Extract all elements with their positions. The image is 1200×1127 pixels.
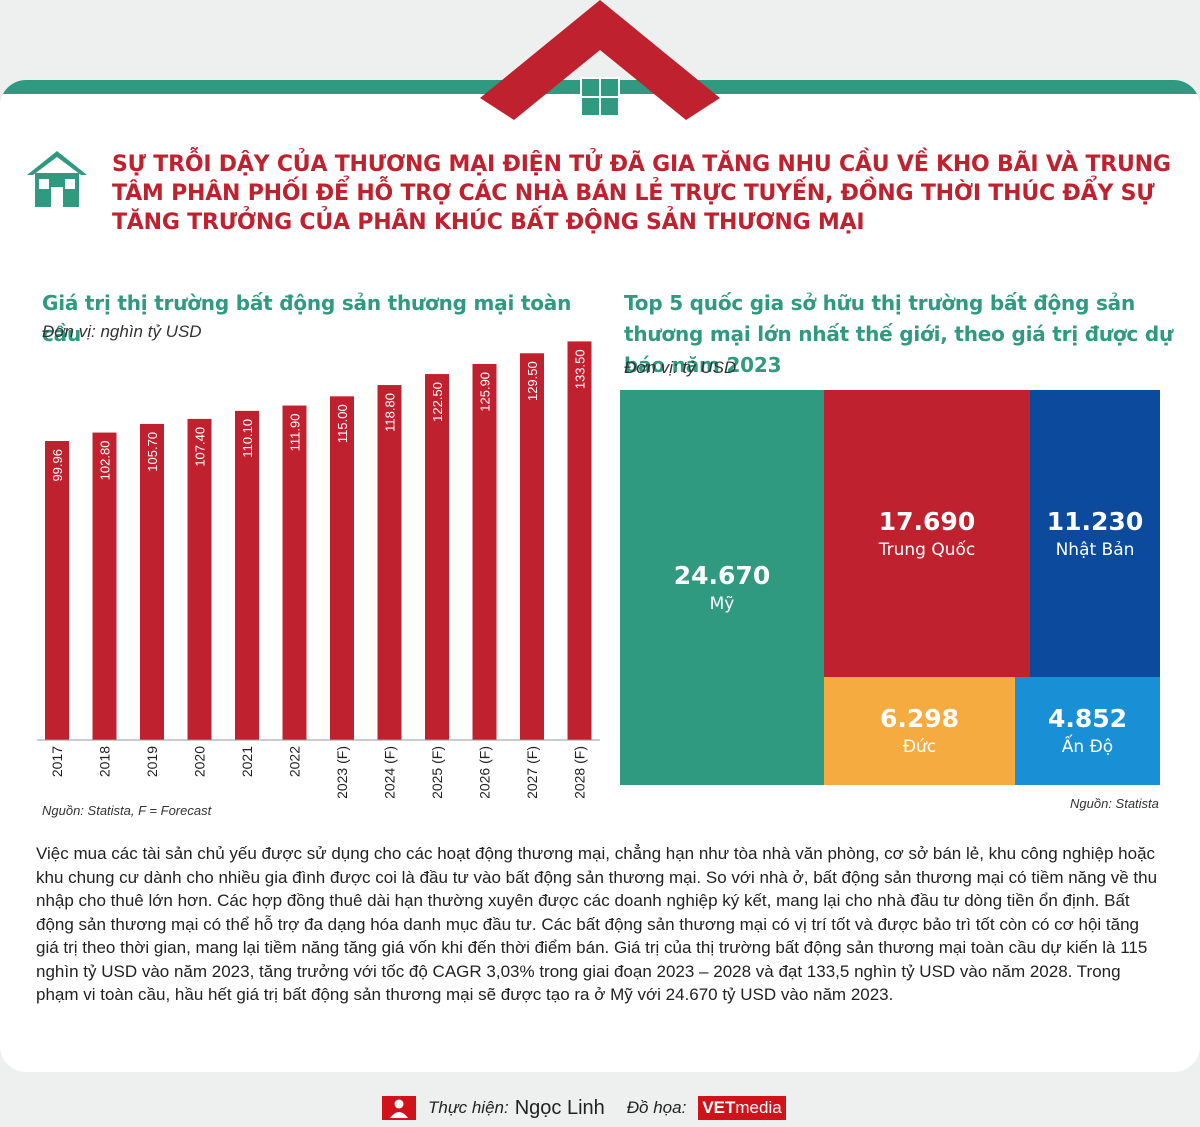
bar <box>140 423 164 740</box>
bar-value-label: 107.40 <box>193 427 208 467</box>
x-tick-label: 2027 (F) <box>524 746 540 799</box>
x-tick-label: 2019 <box>144 746 160 777</box>
window-pane <box>582 98 599 115</box>
bar-value-label: 105.70 <box>145 432 160 472</box>
vetmedia-logo: VETmedia <box>698 1096 786 1120</box>
cell-name: Trung Quốc <box>878 539 976 560</box>
bar-value-label: 99.96 <box>50 449 65 482</box>
x-tick-label: 2028 (F) <box>572 746 588 799</box>
bar-chart-source: Nguồn: Statista, F = Forecast <box>42 803 212 818</box>
design-label: Đồ họa: <box>626 1098 687 1117</box>
bar-value-label: 111.90 <box>288 414 303 452</box>
treemap-cell-duc: 6.298 Đức <box>824 677 1015 785</box>
bar-value-label: 133.50 <box>573 349 588 389</box>
bar <box>425 374 449 740</box>
treemap-chart: 24.670 Mỹ 17.690 Trung Quốc 11.230 Nhật … <box>620 390 1160 785</box>
treemap-source: Nguồn: Statista <box>1070 796 1159 811</box>
cell-value: 24.670 <box>673 560 771 590</box>
x-tick-label: 2018 <box>97 746 113 777</box>
bar-value-label: 129.50 <box>525 361 540 401</box>
cell-name: Đức <box>902 737 937 757</box>
bar-chart-title: Giá trị thị trường bất động sản thương m… <box>42 291 572 346</box>
body-paragraph: Việc mua các tài sản chủ yếu được sử dụn… <box>36 844 1158 1004</box>
bar-value-label: 115.00 <box>335 404 350 443</box>
x-tick-label: 2022 <box>287 746 303 777</box>
x-tick-label: 2017 <box>49 746 65 777</box>
headline: SỰ TRỖI DẬY CỦA THƯƠNG MẠI ĐIỆN TỬ ĐÃ GI… <box>112 152 1171 235</box>
bar <box>235 410 259 740</box>
treemap-cell-trung-quoc: 17.690 Trung Quốc <box>824 390 1030 677</box>
cell-value: 17.690 <box>878 506 976 536</box>
bar <box>377 385 402 740</box>
window-pane <box>601 79 618 96</box>
bar <box>472 363 497 740</box>
cell-value: 11.230 <box>1046 506 1144 536</box>
bar-value-label: 122.50 <box>430 382 445 422</box>
footer: Thực hiện: Ngọc Linh Đồ họa: VETmedia <box>382 1096 786 1120</box>
bar-value-label: 102.80 <box>98 441 113 481</box>
roof-shape <box>480 0 720 120</box>
bar <box>187 418 212 740</box>
author-icon <box>382 1096 416 1120</box>
bar-chart-unit: Đơn vị: nghìn tỷ USD <box>42 322 202 341</box>
bar <box>520 353 544 740</box>
cell-name: Mỹ <box>709 593 735 614</box>
bar-value-label: 125.90 <box>478 372 493 412</box>
x-tick-label: 2026 (F) <box>477 746 493 799</box>
cell-name: Nhật Bản <box>1055 539 1135 560</box>
x-tick-label: 2020 <box>192 746 208 777</box>
cell-value: 6.298 <box>879 704 960 733</box>
author-name: Ngọc Linh <box>514 1096 605 1119</box>
cell-name: Ấn Độ <box>1061 737 1114 757</box>
bar-value-label: 118.80 <box>383 393 398 432</box>
x-tick-label: 2025 (F) <box>429 746 445 799</box>
bar <box>282 405 307 740</box>
treemap-cell-my: 24.670 Mỹ <box>620 390 824 785</box>
author-label: Thực hiện: <box>428 1098 509 1117</box>
treemap-cell-an-do: 4.852 Ấn Độ <box>1015 677 1160 785</box>
treemap-unit: Đơn vị: tỷ USD <box>624 358 737 377</box>
x-tick-label: 2023 (F) <box>334 746 350 799</box>
x-tick-label: 2024 (F) <box>382 746 398 799</box>
bar-chart: 99.96 2017 102.80 2018 105.70 2019 107.40 2020 1… <box>37 341 600 799</box>
cell-value: 4.852 <box>1047 704 1128 733</box>
bar <box>45 441 69 740</box>
bar <box>92 432 117 740</box>
roof-decoration <box>480 0 720 120</box>
x-tick-label: 2021 <box>239 746 255 777</box>
window-pane <box>601 98 618 115</box>
bar <box>567 341 592 740</box>
treemap-title: Top 5 quốc gia sở hữu thị trường bất độn… <box>624 291 1174 377</box>
bar <box>330 396 354 740</box>
window-pane <box>582 79 599 96</box>
bar-value-label: 110.10 <box>240 419 255 458</box>
house-icon <box>27 151 87 207</box>
treemap-cell-nhat-ban: 11.230 Nhật Bản <box>1030 390 1160 677</box>
